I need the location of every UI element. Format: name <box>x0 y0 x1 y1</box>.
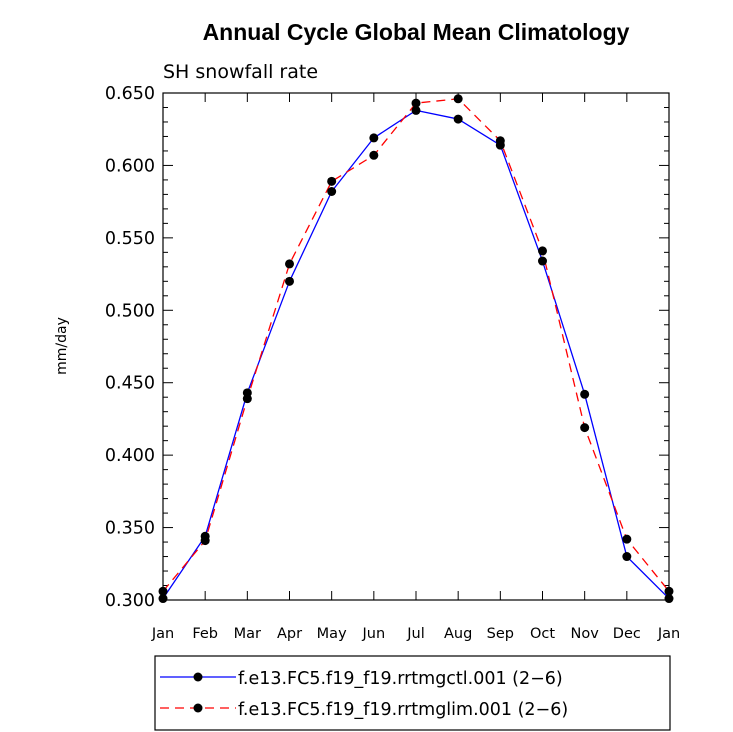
data-point-s1 <box>242 394 252 404</box>
y-tick-label: 0.650 <box>105 84 155 104</box>
legend-marker-lim <box>193 703 203 713</box>
y-tick-label: 0.350 <box>105 519 155 539</box>
axis-ticks <box>162 92 670 601</box>
x-tick-label: Jan <box>657 626 680 642</box>
data-point-s1 <box>622 534 632 544</box>
y-tick-label: 0.300 <box>105 591 155 611</box>
x-tick-label: Nov <box>571 626 600 642</box>
data-point-s0 <box>622 552 632 562</box>
series-line-0 <box>162 109 670 600</box>
legend-box <box>154 655 671 731</box>
legend-label-ctl: f.e13.FC5.f19_f19.rrtmgctl.001 (2−6) <box>238 669 563 689</box>
x-tick-label: Jan <box>151 626 174 642</box>
x-tick-label: Jun <box>362 626 386 642</box>
data-point-s1 <box>285 259 294 269</box>
x-tick-label: Dec <box>613 626 641 642</box>
chart-subtitle: SH snowfall rate <box>163 61 318 83</box>
x-tick-label: Mar <box>234 626 261 642</box>
x-tick-label: May <box>317 626 347 642</box>
y-tick-label: 0.600 <box>105 156 155 176</box>
data-point-s1 <box>538 246 547 256</box>
y-tick-labels: 0.300 0.350 0.400 0.450 0.500 0.550 0.600 0.650 <box>105 84 155 611</box>
y-tick-label: 0.550 <box>105 229 155 249</box>
data-point-s1 <box>411 98 421 108</box>
x-tick-label: Jul <box>406 626 425 642</box>
y-tick-label: 0.400 <box>105 446 155 466</box>
data-point-s0 <box>369 133 379 143</box>
plot-frame <box>162 92 670 601</box>
x-tick-label: Sep <box>487 626 514 642</box>
legend-marker-ctl <box>193 672 203 682</box>
data-point-s1 <box>453 94 463 104</box>
data-point-s0 <box>411 105 421 115</box>
legend-label-lim: f.e13.FC5.f19_f19.rrtmglim.001 (2−6) <box>238 700 568 720</box>
x-tick-label: Oct <box>530 626 555 642</box>
plot-series <box>158 94 674 604</box>
y-tick-label: 0.500 <box>105 301 155 321</box>
x-tick-label: Apr <box>277 626 302 642</box>
x-tick-labels: Jan Feb Mar Apr May Jun Jul Aug Sep Oct Nov Dec Jan <box>151 626 680 642</box>
x-tick-label: Feb <box>192 626 218 642</box>
chart-title: Annual Cycle Global Mean Climatology <box>203 19 630 45</box>
data-point-s0 <box>285 276 294 286</box>
series-line-1 <box>162 98 670 592</box>
legend: f.e13.FC5.f19_f19.rrtmgctl.001 (2−6) f.e… <box>154 655 671 731</box>
data-point-s1 <box>369 150 379 160</box>
data-point-s0 <box>580 389 590 399</box>
x-tick-label: Aug <box>444 626 472 642</box>
data-point-s0 <box>327 187 337 197</box>
y-axis-label: mm/day <box>54 317 70 375</box>
data-point-s0 <box>538 256 547 266</box>
data-point-s1 <box>580 423 590 433</box>
data-point-s1 <box>327 176 337 186</box>
data-point-s1 <box>495 136 505 146</box>
y-tick-label: 0.450 <box>105 374 155 394</box>
data-point-s0 <box>453 114 463 124</box>
data-point-s1 <box>200 536 210 546</box>
